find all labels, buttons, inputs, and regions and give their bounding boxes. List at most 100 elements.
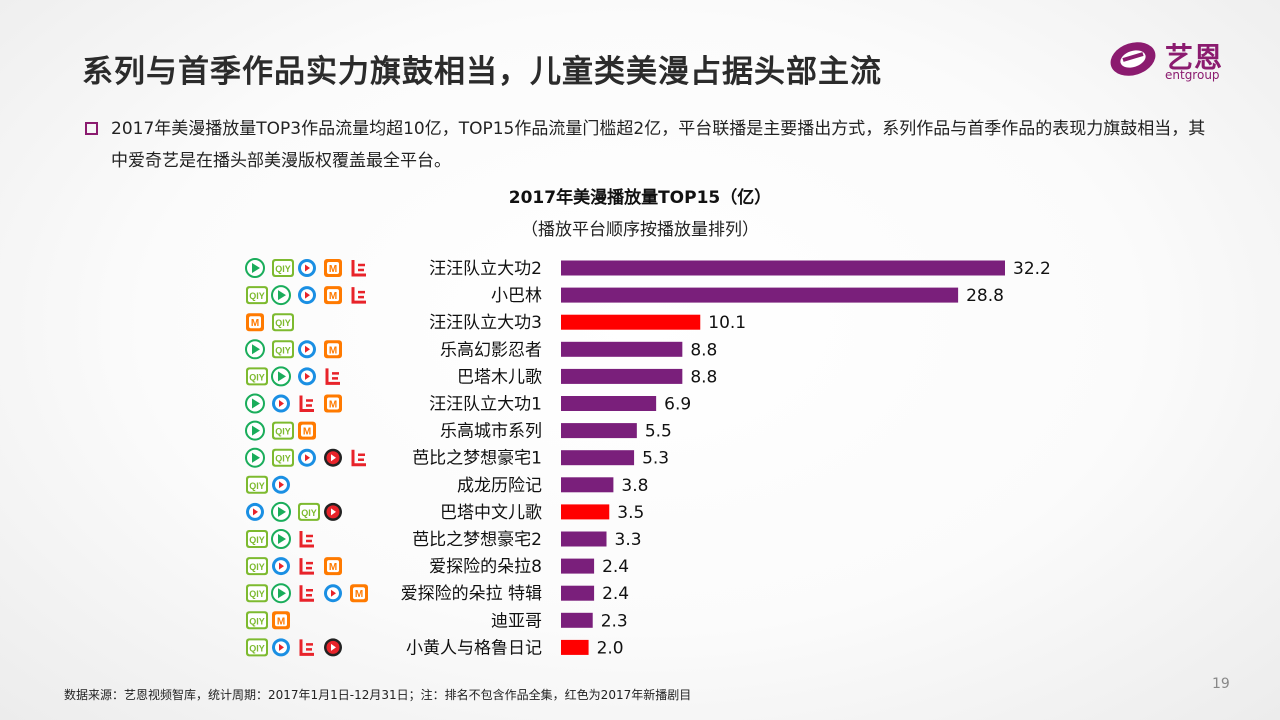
iqiyi-icon-label: QIY — [275, 454, 291, 464]
page-number: 19 — [1212, 676, 1230, 692]
category-label: 汪汪队立大功1 — [429, 395, 542, 415]
entgroup-logo-icon — [1110, 42, 1156, 76]
tencent-icon — [245, 447, 265, 468]
category-label: 小黄人与格鲁日记 — [406, 638, 542, 658]
letv-icon — [299, 585, 314, 602]
bar — [561, 639, 589, 655]
chart-row: QIY 巴塔中文儿歌 3.5 — [246, 501, 644, 523]
iqiyi-icon: QIY — [246, 584, 268, 603]
iqiyi-icon: QIY — [246, 557, 268, 576]
bar — [561, 423, 637, 439]
iqiyi-icon-label: QIY — [249, 481, 265, 491]
bar — [561, 531, 607, 547]
iqiyi-icon-label: QIY — [275, 427, 291, 437]
iqiyi-icon-label: QIY — [249, 562, 265, 572]
platform-icons: QIY — [246, 638, 342, 657]
bar — [561, 396, 657, 411]
youku-icon — [298, 367, 316, 386]
iqiyi-icon-label: QIY — [301, 508, 317, 518]
mgtv-icon: M — [324, 259, 342, 277]
iqiyi-icon-label: QIY — [275, 345, 291, 355]
letv-icon — [351, 287, 366, 304]
bullet-square-icon — [85, 122, 98, 135]
platform-icons: QIY M — [246, 285, 366, 306]
value-label: 10.1 — [708, 313, 746, 333]
platform-icons: QIY M — [245, 339, 342, 360]
category-label: 乐高城市系列 — [440, 422, 542, 442]
mgtv-icon-label: M — [277, 616, 285, 627]
letv-icon — [325, 368, 340, 385]
tencent-icon — [271, 285, 291, 306]
iqiyi-icon: QIY — [246, 475, 268, 494]
iqiyi-icon: QIY — [246, 286, 268, 305]
youku-icon — [324, 584, 342, 603]
platform-icons: QIY M — [245, 420, 316, 441]
category-label: 芭比之梦想豪宅1 — [412, 448, 542, 469]
chart-title: 2017年美漫播放量TOP15（亿） — [508, 188, 772, 208]
value-label: 2.3 — [601, 611, 628, 631]
tencent-icon — [245, 258, 265, 278]
value-label: 2.4 — [602, 584, 629, 604]
chart-row: QIY M 小巴林 28.8 — [246, 285, 1004, 306]
iqiyi-icon: QIY — [272, 340, 294, 359]
mgtv-icon: M — [324, 286, 342, 305]
chart-row: M 汪汪队立大功1 6.9 — [245, 393, 691, 415]
mgtv-icon-label: M — [355, 589, 363, 600]
bar — [561, 287, 959, 303]
iqiyi-icon: QIY — [272, 421, 294, 440]
value-label: 2.0 — [597, 638, 624, 658]
letv-icon — [299, 395, 314, 412]
youku-icon — [272, 638, 290, 657]
bar — [561, 504, 610, 520]
entgroup-logo: 艺恩 entgroup — [1107, 36, 1237, 84]
bar — [561, 368, 683, 384]
category-label: 成龙历险记 — [457, 476, 542, 496]
logo-chinese-name: 艺恩 — [1165, 41, 1224, 74]
letv-icon — [299, 639, 314, 656]
iqiyi-icon: QIY — [246, 638, 268, 657]
sohu-icon — [324, 502, 342, 521]
iqiyi-icon: QIY — [272, 313, 294, 332]
youku-icon — [298, 340, 316, 359]
iqiyi-icon-label: QIY — [249, 589, 265, 599]
value-label: 8.8 — [690, 340, 717, 360]
tencent-icon — [245, 339, 265, 360]
iqiyi-icon: QIY — [246, 367, 268, 386]
chart-row: M QIY 汪汪队立大功3 10.1 — [246, 313, 746, 333]
chart-row: QIY 巴塔木儿歌 8.8 — [246, 366, 717, 387]
platform-icons: QIY — [246, 529, 314, 549]
bar — [561, 558, 595, 574]
category-label: 迪亚哥 — [491, 611, 542, 631]
chart-row: QIY 芭比之梦想豪宅1 5.3 — [245, 447, 669, 469]
category-label: 汪汪队立大功3 — [429, 313, 542, 333]
chart-row: QIY M 乐高城市系列 5.5 — [245, 420, 672, 442]
youku-icon — [272, 557, 290, 576]
mgtv-icon: M — [324, 557, 342, 576]
sohu-icon — [324, 638, 342, 657]
iqiyi-icon: QIY — [272, 259, 294, 277]
tencent-icon — [271, 501, 291, 522]
youku-icon — [298, 286, 316, 305]
bar — [561, 260, 1005, 276]
letv-icon — [299, 531, 314, 548]
bar — [561, 314, 701, 330]
platform-icons: QIY M — [246, 583, 368, 604]
mgtv-icon: M — [246, 313, 264, 332]
bar — [561, 585, 595, 601]
source-footnote: 数据来源：艺恩视频智库，统计周期：2017年1月1日-12月31日；注：排名不包… — [64, 688, 692, 702]
tencent-icon — [245, 393, 265, 414]
letv-icon — [351, 260, 366, 277]
tencent-icon — [271, 529, 291, 549]
value-label: 3.5 — [617, 503, 644, 523]
summary-bullet: 2017年美漫播放量TOP3作品流量均超10亿，TOP15作品流量门槛超2亿，平… — [111, 119, 1206, 171]
iqiyi-icon-label: QIY — [275, 264, 291, 274]
mgtv-icon-label: M — [329, 400, 337, 411]
platform-icons: M — [245, 393, 342, 414]
iqiyi-icon: QIY — [246, 611, 268, 630]
iqiyi-icon-label: QIY — [249, 643, 265, 653]
bar — [561, 612, 593, 628]
iqiyi-icon: QIY — [298, 502, 320, 521]
logo-english-name: entgroup — [1165, 68, 1220, 82]
value-label: 8.8 — [690, 367, 717, 387]
